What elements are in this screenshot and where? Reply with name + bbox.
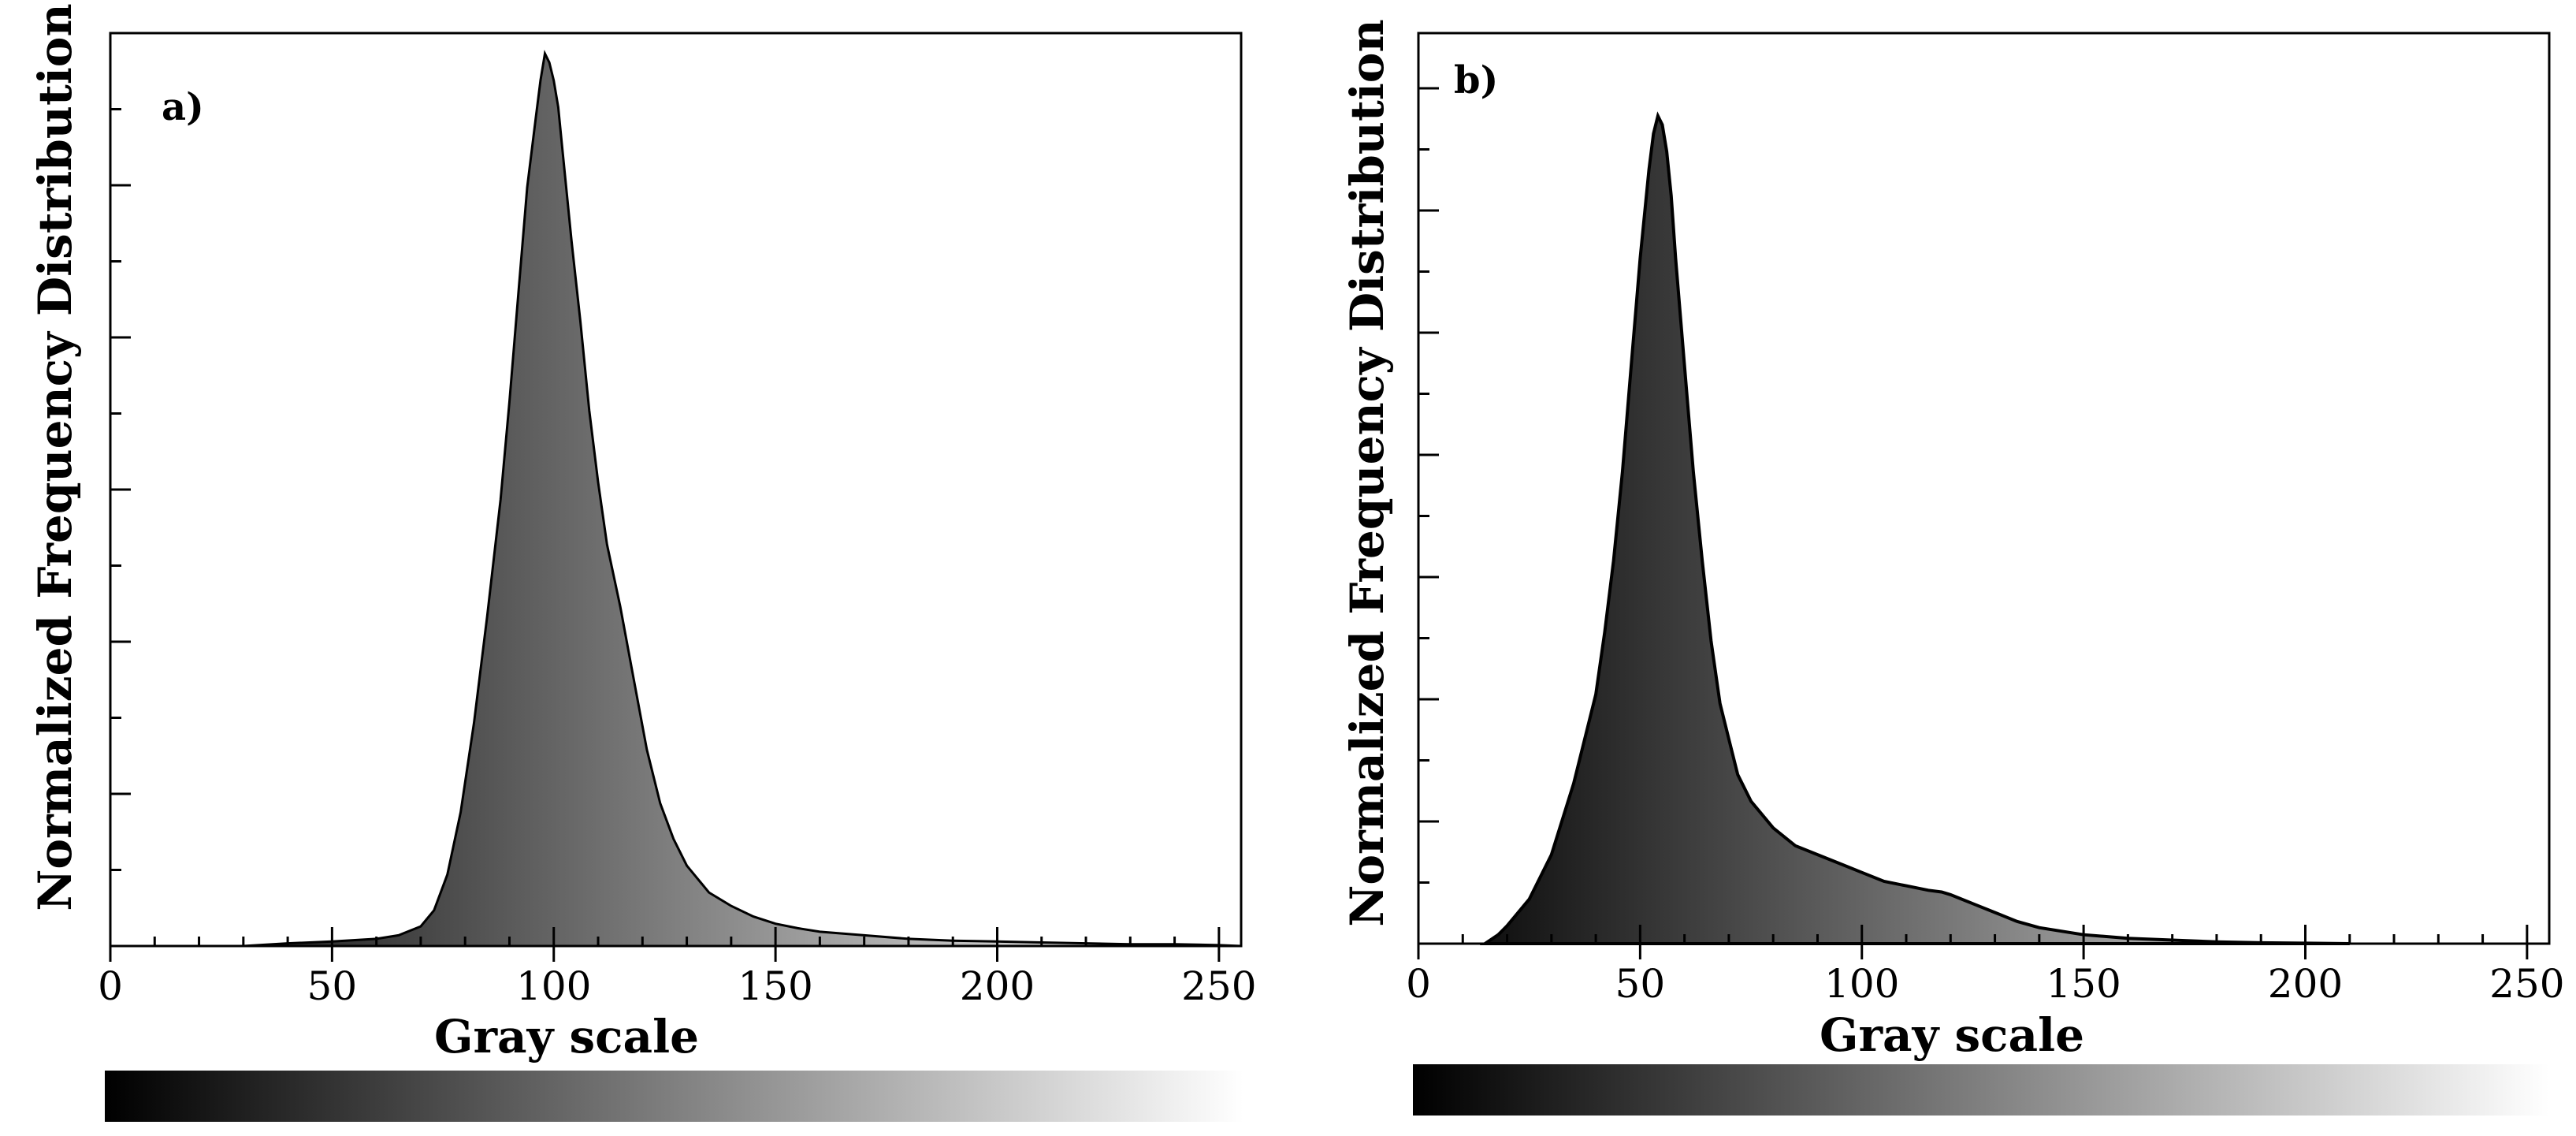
x-ticks-a: 0 50 100 150 200 250 [98,927,1257,1009]
x-tick-label: 250 [1181,963,1256,1009]
y-ticks-b [1418,87,1439,945]
x-axis-title-b: Gray scale [1820,1008,2084,1062]
x-tick-label: 0 [98,963,123,1009]
x-tick-label: 250 [2489,961,2564,1007]
x-tick-label: 100 [1824,961,1899,1007]
gray-scale-bar-a [105,1071,1243,1122]
x-tick-label: 200 [2268,961,2343,1007]
y-axis-title-a: Normalized Frequency Distribution [28,3,82,911]
histogram-area-a [243,50,1242,948]
panel-label-b: b) [1454,58,1498,102]
y-axis-title-b: Normalized Frequency Distribution [1340,19,1394,926]
x-tick-label: 200 [960,963,1035,1009]
x-tick-label: 150 [738,963,812,1009]
panel-a: 0 50 100 150 200 250 a) Gray scale Normalized… [28,3,1257,1122]
panel-b: 0 50 100 150 200 250 b) Gray scale Normalized… [1340,19,2565,1116]
x-ticks-b: 0 50 100 150 200 250 [1406,925,2565,1007]
x-axis-title-a: Gray scale [434,1010,699,1063]
y-ticks-a [110,32,131,948]
x-tick-label: 50 [307,963,358,1009]
x-tick-label: 0 [1406,961,1431,1007]
histogram-area-b [1479,111,2350,945]
x-tick-label: 150 [2046,961,2121,1007]
x-tick-label: 100 [516,963,591,1009]
panel-label-a: a) [162,85,204,129]
gray-scale-bar-b [1413,1064,2549,1116]
plot-frame-b [1417,32,2551,945]
x-tick-label: 50 [1615,961,1666,1007]
plot-frame-a [109,32,1243,948]
